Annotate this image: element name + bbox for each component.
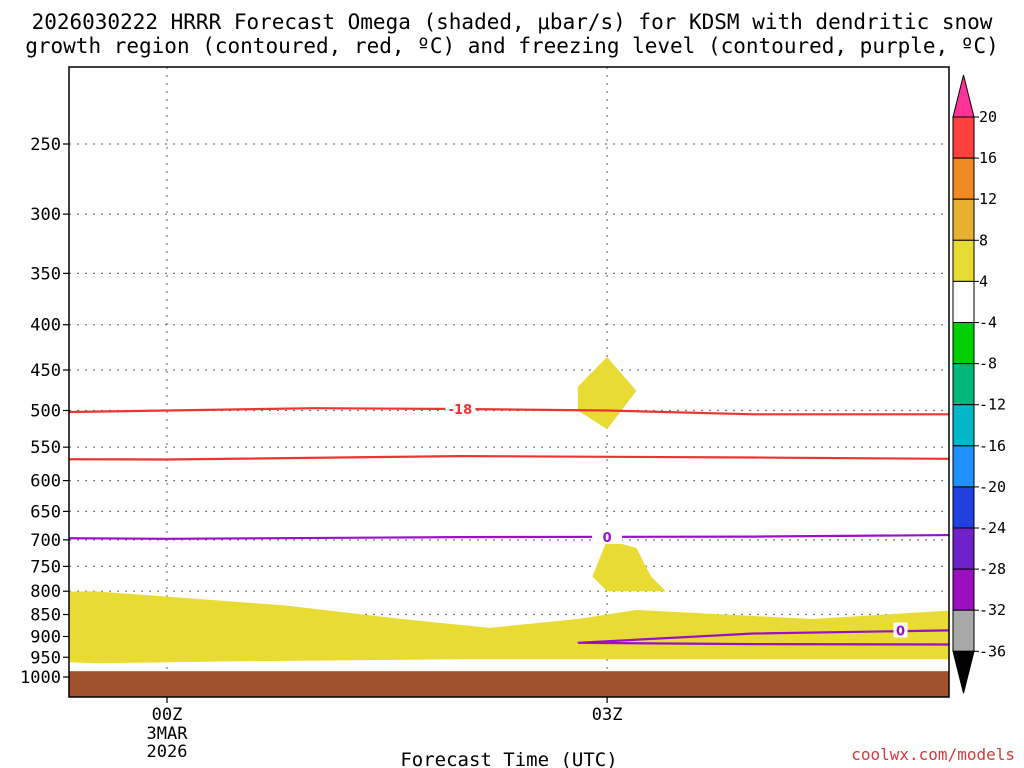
y-tick-label: 650 xyxy=(30,502,61,522)
colorbar-segment xyxy=(952,280,975,323)
colorbar-segment xyxy=(952,116,975,159)
omega-region-1 xyxy=(592,539,666,592)
y-tick-label: 350 xyxy=(30,264,61,284)
ground-shading xyxy=(69,671,949,697)
x-tick-date: 3MAR xyxy=(147,724,189,744)
y-tick-label: 850 xyxy=(30,606,61,626)
x-tick-year: 2026 xyxy=(147,742,188,762)
colorbar-tick-label: -4 xyxy=(979,314,997,332)
y-tick-label: 300 xyxy=(30,205,61,225)
colorbar-tick-label: -32 xyxy=(979,601,1006,619)
colorbar-segment xyxy=(952,198,975,241)
x-axis: 00Z3MAR202603Z06Z09Z12Z15Z xyxy=(147,697,623,762)
y-tick-label: 1000 xyxy=(20,668,61,688)
chart-title-line1: 2026030222 HRRR Forecast Omega (shaded, … xyxy=(32,10,993,34)
isotherm--12 xyxy=(69,454,949,461)
x-axis-label: Forecast Time (UTC) xyxy=(400,749,617,768)
isotherm-0 xyxy=(69,533,949,540)
contour-label: 0 xyxy=(896,624,905,639)
colorbar-segment xyxy=(952,527,975,570)
y-tick-label: 950 xyxy=(30,648,61,668)
colorbar-tick-label: -20 xyxy=(979,478,1006,496)
y-tick-label: 900 xyxy=(30,627,61,647)
colorbar-segment xyxy=(952,363,975,406)
colorbar-bottom-arrow xyxy=(952,650,975,694)
colorbar-segment xyxy=(952,322,975,365)
y-tick-label: 600 xyxy=(30,472,61,492)
colorbar-top-arrow xyxy=(952,74,975,118)
colorbar-segment xyxy=(952,239,975,282)
contour-label-bg xyxy=(592,528,623,544)
y-tick-label: 550 xyxy=(30,438,61,458)
colorbar-tick-label: 16 xyxy=(979,149,997,167)
colorbar-segment xyxy=(952,486,975,529)
colorbar-segment xyxy=(952,445,975,488)
colorbar-tick-label: -8 xyxy=(979,355,997,373)
y-tick-label: 450 xyxy=(30,361,61,381)
credit-link[interactable]: coolwx.com/models xyxy=(851,745,1015,764)
omega-region-0 xyxy=(69,591,949,664)
freezing-level-loop xyxy=(577,629,949,646)
colorbar-tick-label: 8 xyxy=(979,231,988,249)
contour-label-bg xyxy=(893,622,908,638)
y-tick-label: 700 xyxy=(30,531,61,551)
x-tick-label: 00Z xyxy=(152,705,183,725)
colorbar-segment xyxy=(952,157,975,200)
colorbar-tick-label: -12 xyxy=(979,396,1006,414)
colorbar-tick-label: 12 xyxy=(979,190,997,208)
chart-title-line2: growth region (contoured, red, ºC) and f… xyxy=(25,34,999,58)
y-tick-label: 250 xyxy=(30,135,61,155)
plot-area: -18-18-12-12000 xyxy=(69,67,949,697)
colorbar-tick-label: -16 xyxy=(979,437,1006,455)
colorbar: 20 16 12 8 4 -4 -8 -12 -16 -20 -24 -28 -32 -36 xyxy=(952,74,1006,694)
contour-label: -18 xyxy=(449,403,473,418)
x-tick-label: 03Z xyxy=(592,705,623,725)
contour-label-bg xyxy=(445,400,476,416)
colorbar-tick-label: -24 xyxy=(979,519,1006,537)
y-tick-label: 800 xyxy=(30,582,61,602)
isotherm--18 xyxy=(69,407,949,416)
colorbar-tick-label: 20 xyxy=(979,108,997,126)
contour-label: 0 xyxy=(603,531,612,546)
colorbar-segment xyxy=(952,609,975,652)
plot-frame xyxy=(68,66,950,698)
y-tick-label: 400 xyxy=(30,316,61,336)
y-tick-label: 500 xyxy=(30,402,61,422)
colorbar-segment xyxy=(952,568,975,611)
colorbar-tick-label: 4 xyxy=(979,272,988,290)
omega-region-2 xyxy=(577,357,637,430)
colorbar-tick-label: -28 xyxy=(979,560,1006,578)
y-tick-label: 750 xyxy=(30,557,61,577)
colorbar-tick-label: -36 xyxy=(979,642,1006,660)
y-axis: 2503003504004505005506006507007508008509… xyxy=(20,135,69,688)
colorbar-segment xyxy=(952,404,975,447)
